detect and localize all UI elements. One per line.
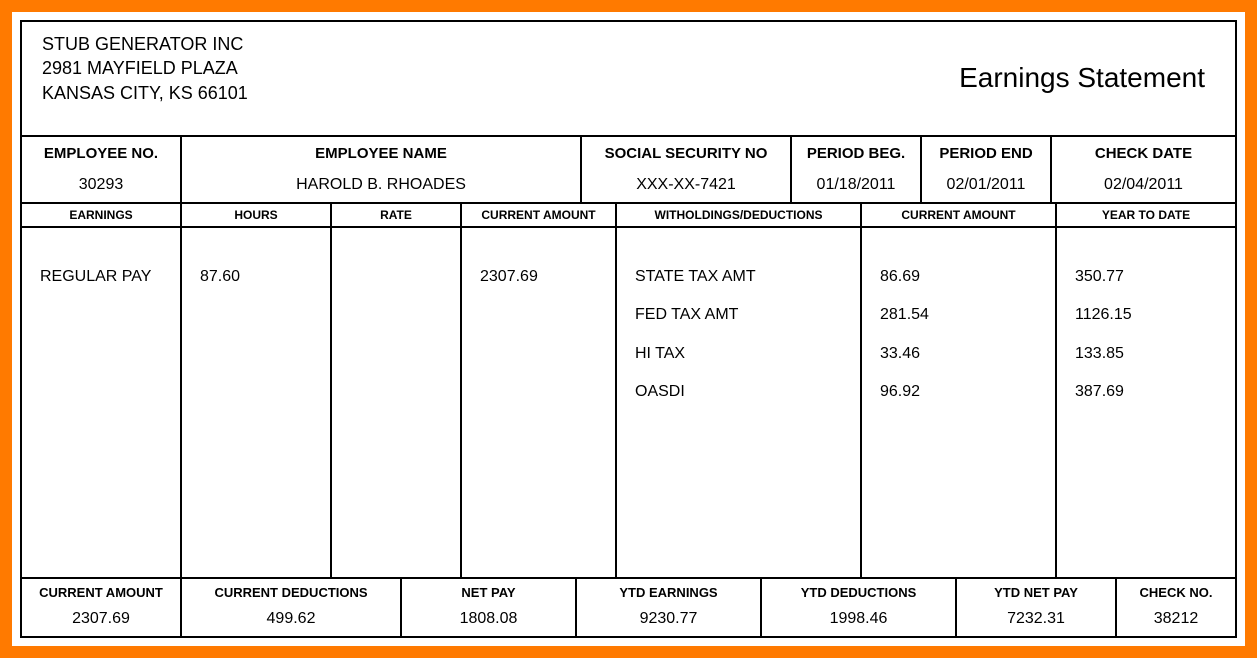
col-employee-name: EMPLOYEE NAME (182, 137, 580, 170)
tot-val-ytd-net: 7232.31 (957, 606, 1115, 636)
ded-cur-0: 86.69 (880, 258, 1045, 296)
tot-head-ytd-net: YTD NET PAY (957, 579, 1115, 606)
totals-row: CURRENT AMOUNT 2307.69 CURRENT DEDUCTION… (22, 579, 1235, 636)
ded-cur-2: 33.46 (880, 335, 1045, 373)
tot-val-ytd-ded: 1998.46 (762, 606, 955, 636)
rate-col (332, 228, 462, 577)
earnings-label-col: REGULAR PAY (22, 228, 182, 577)
col-ssn: SOCIAL SECURITY NO (582, 137, 790, 170)
company-block: STUB GENERATOR INC 2981 MAYFIELD PLAZA K… (42, 32, 248, 105)
sub-ytd: YEAR TO DATE (1057, 204, 1235, 226)
tot-head-cur-amt: CURRENT AMOUNT (22, 579, 180, 606)
inner-panel: STUB GENERATOR INC 2981 MAYFIELD PLAZA K… (12, 12, 1245, 646)
val-employee-name: HAROLD B. RHOADES (182, 170, 580, 202)
sub-hours: HOURS (182, 204, 332, 226)
ded-cur-1: 281.54 (880, 296, 1045, 334)
paystub: STUB GENERATOR INC 2981 MAYFIELD PLAZA K… (20, 20, 1237, 638)
col-period-end: PERIOD END (922, 137, 1050, 170)
company-name: STUB GENERATOR INC (42, 32, 248, 56)
statement-title: Earnings Statement (959, 32, 1215, 94)
ded-ytd-2: 133.85 (1075, 335, 1225, 373)
ded-ytd-0: 350.77 (1075, 258, 1225, 296)
deductions-label-col: STATE TAX AMT FED TAX AMT HI TAX OASDI (617, 228, 862, 577)
deductions-ytd-col: 350.77 1126.15 133.85 387.69 (1057, 228, 1235, 577)
val-employee-no: 30293 (22, 170, 180, 202)
ded-label-0: STATE TAX AMT (635, 258, 850, 296)
sub-current-amount: CURRENT AMOUNT (462, 204, 617, 226)
col-check-date: CHECK DATE (1052, 137, 1235, 170)
company-address-2: KANSAS CITY, KS 66101 (42, 81, 248, 105)
body-row: REGULAR PAY 87.60 2307.69 STATE TAX AMT … (22, 228, 1235, 579)
ded-cur-3: 96.92 (880, 373, 1045, 411)
tot-val-net-pay: 1808.08 (402, 606, 575, 636)
employee-header-row: EMPLOYEE NO. 30293 EMPLOYEE NAME HAROLD … (22, 137, 1235, 204)
sub-rate: RATE (332, 204, 462, 226)
ded-ytd-1: 1126.15 (1075, 296, 1225, 334)
val-period-end: 02/01/2011 (922, 170, 1050, 202)
tot-head-net-pay: NET PAY (402, 579, 575, 606)
tot-head-cur-ded: CURRENT DEDUCTIONS (182, 579, 400, 606)
tot-val-ytd-earn: 9230.77 (577, 606, 760, 636)
sub-earnings: EARNINGS (22, 204, 182, 226)
val-check-date: 02/04/2011 (1052, 170, 1235, 202)
current-amount-col: 2307.69 (462, 228, 617, 577)
ded-ytd-3: 387.69 (1075, 373, 1225, 411)
ded-label-3: OASDI (635, 373, 850, 411)
header-section: STUB GENERATOR INC 2981 MAYFIELD PLAZA K… (22, 22, 1235, 137)
sub-withholdings: WITHOLDINGS/DEDUCTIONS (617, 204, 862, 226)
col-employee-no: EMPLOYEE NO. (22, 137, 180, 170)
company-address-1: 2981 MAYFIELD PLAZA (42, 56, 248, 80)
val-ssn: XXX-XX-7421 (582, 170, 790, 202)
ded-label-1: FED TAX AMT (635, 296, 850, 334)
tot-val-check-no: 38212 (1117, 606, 1235, 636)
hours-value: 87.60 (200, 258, 320, 296)
tot-head-check-no: CHECK NO. (1117, 579, 1235, 606)
outer-frame: STUB GENERATOR INC 2981 MAYFIELD PLAZA K… (0, 0, 1257, 658)
ded-label-2: HI TAX (635, 335, 850, 373)
deductions-current-col: 86.69 281.54 33.46 96.92 (862, 228, 1057, 577)
col-period-beg: PERIOD BEG. (792, 137, 920, 170)
val-period-beg: 01/18/2011 (792, 170, 920, 202)
tot-val-cur-amt: 2307.69 (22, 606, 180, 636)
tot-head-ytd-ded: YTD DEDUCTIONS (762, 579, 955, 606)
tot-val-cur-ded: 499.62 (182, 606, 400, 636)
current-amount-value: 2307.69 (480, 258, 605, 296)
hours-col: 87.60 (182, 228, 332, 577)
tot-head-ytd-earn: YTD EARNINGS (577, 579, 760, 606)
sub-ded-current: CURRENT AMOUNT (862, 204, 1057, 226)
earnings-label: REGULAR PAY (40, 258, 170, 296)
subheader-row: EARNINGS HOURS RATE CURRENT AMOUNT WITHO… (22, 204, 1235, 228)
